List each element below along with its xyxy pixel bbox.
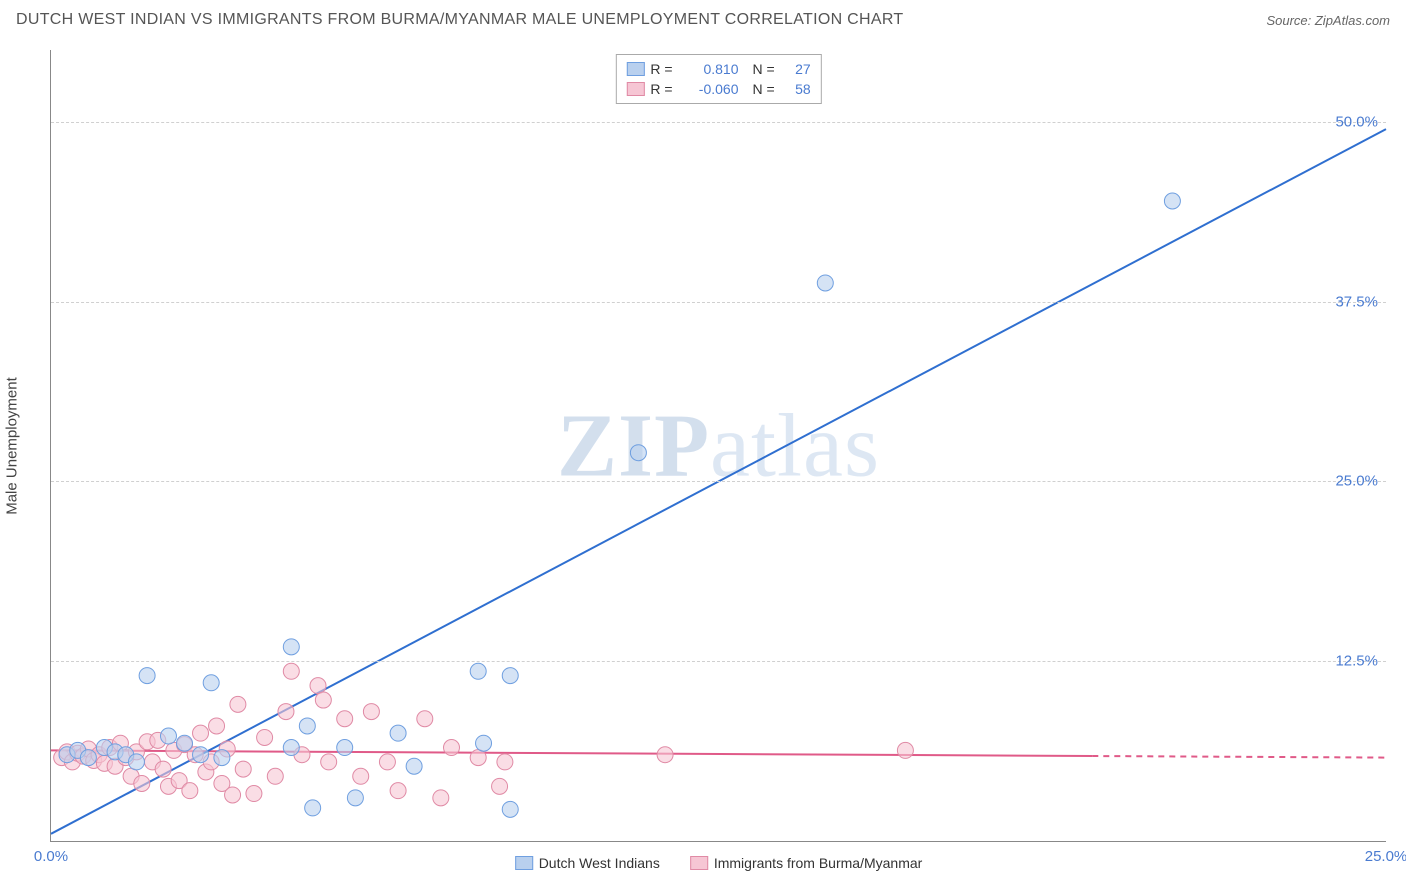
plot-area: ZIPatlas R = 0.810 N = 27 R = -0.060 N =… <box>50 50 1386 842</box>
swatch-pink <box>626 82 644 96</box>
legend-row-blue: R = 0.810 N = 27 <box>626 59 810 79</box>
chart-svg <box>51 50 1386 841</box>
swatch-blue <box>515 856 533 870</box>
legend-row-pink: R = -0.060 N = 58 <box>626 79 810 99</box>
y-tick-label: 12.5% <box>1335 653 1378 670</box>
swatch-blue <box>626 62 644 76</box>
series-legend: Dutch West Indians Immigrants from Burma… <box>515 855 923 871</box>
correlation-legend: R = 0.810 N = 27 R = -0.060 N = 58 <box>615 54 821 104</box>
x-tick-label: 25.0% <box>1365 848 1406 865</box>
legend-item-pink: Immigrants from Burma/Myanmar <box>690 855 922 871</box>
y-tick-label: 50.0% <box>1335 113 1378 130</box>
swatch-pink <box>690 856 708 870</box>
x-tick-label: 0.0% <box>34 848 68 865</box>
legend-item-blue: Dutch West Indians <box>515 855 660 871</box>
y-tick-label: 25.0% <box>1335 473 1378 490</box>
y-tick-label: 37.5% <box>1335 293 1378 310</box>
y-axis-label: Male Unemployment <box>4 377 21 515</box>
chart-title: DUTCH WEST INDIAN VS IMMIGRANTS FROM BUR… <box>16 11 904 29</box>
source-attribution: Source: ZipAtlas.com <box>1266 13 1390 28</box>
